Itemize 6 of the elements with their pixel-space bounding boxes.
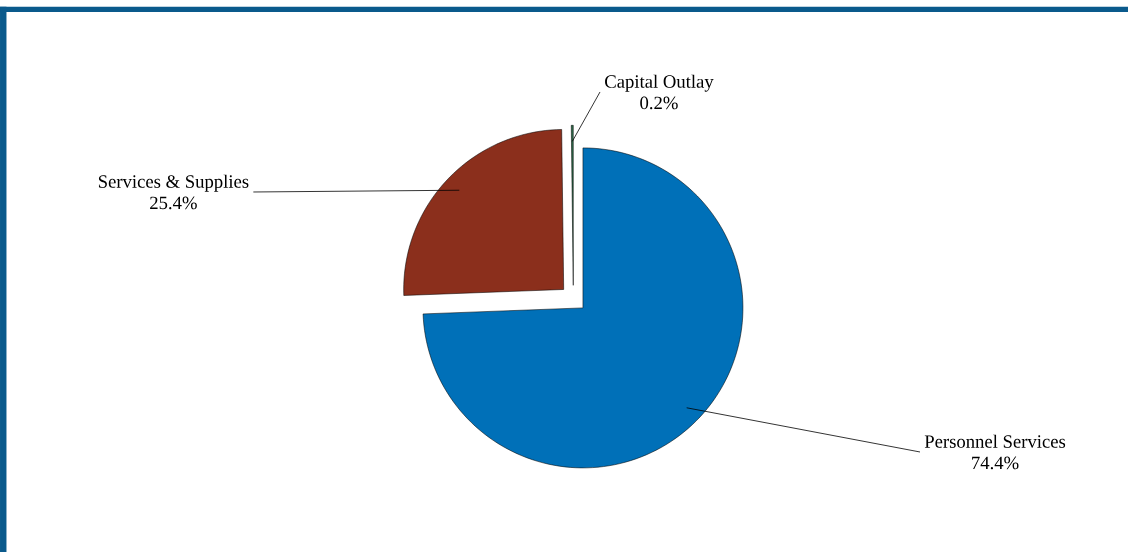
data-label: 74.4%	[972, 456, 1019, 470]
slice-label: Services & Supplies	[98, 174, 249, 192]
data-label: 0.2%	[640, 96, 678, 110]
data-label: 25.4%	[150, 196, 197, 210]
slice-label: Personnel Services	[924, 434, 1066, 448]
slice-label: Capital Outlay	[605, 74, 714, 92]
